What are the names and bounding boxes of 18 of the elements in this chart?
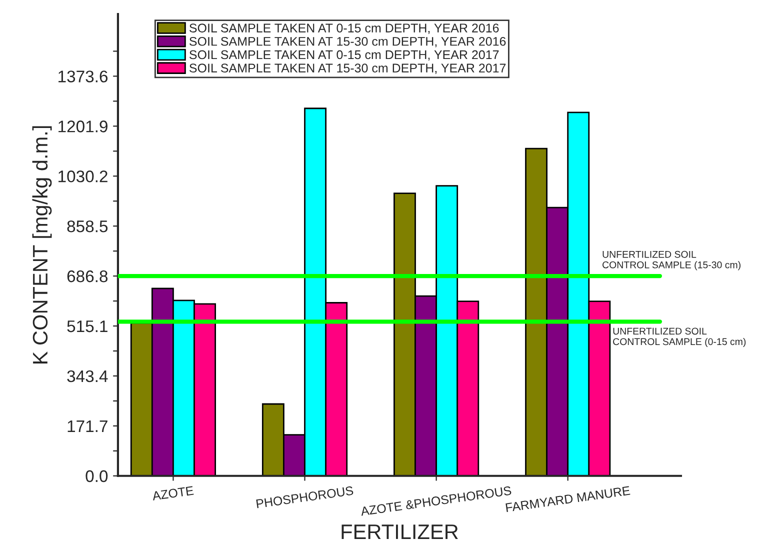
ref-line-label: UNFERTILIZED SOIL CONTROL SAMPLE (0-15 cm) [613, 328, 746, 348]
y-tick-label: 1373.6 [58, 70, 108, 82]
x-tick-label: AZOTE [152, 486, 194, 500]
y-tick-label: 1201.9 [58, 120, 108, 132]
y-tick-label: 171.7 [68, 420, 108, 432]
legend-label: SOIL SAMPLE TAKEN AT 0-15 cm DEPTH, YEAR 2017 [190, 50, 499, 61]
y-axis-title: K CONTENT [mg/kg d.m.] [32, 126, 52, 364]
y-tick-label: 0.0 [86, 470, 108, 482]
x-axis-title: FERTILIZER [342, 524, 458, 539]
y-tick-label: 343.4 [67, 370, 108, 382]
ref-line-label: UNFERTILIZED SOIL CONTROL SAMPLE (15-30 cm) [602, 250, 740, 270]
legend-label: SOIL SAMPLE TAKEN AT 15-30 cm DEPTH, YEAR 2017 [190, 64, 506, 74]
legend-label: SOIL SAMPLE TAKEN AT 0-15 cm DEPTH, YEAR 2016 [190, 24, 499, 34]
y-tick-label: 686.8 [67, 270, 108, 282]
y-tick-label: 858.5 [67, 220, 108, 232]
y-tick-label: 515.1 [67, 320, 108, 332]
legend-label: SOIL SAMPLE TAKEN AT 15-30 cm DEPTH, YEAR 2016 [190, 36, 506, 48]
y-tick-label: 1030.2 [58, 170, 108, 182]
